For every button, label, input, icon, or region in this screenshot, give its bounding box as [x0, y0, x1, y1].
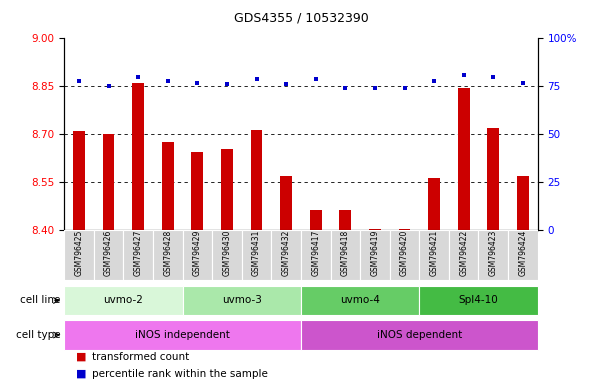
Point	[340, 85, 350, 91]
Bar	[360, 230, 390, 280]
Point	[488, 74, 498, 80]
Text: ■: ■	[76, 352, 87, 362]
Point	[459, 72, 469, 78]
Bar	[251, 130, 263, 230]
Bar	[64, 230, 93, 280]
Bar	[310, 210, 321, 230]
Text: GDS4355 / 10532390: GDS4355 / 10532390	[233, 12, 368, 25]
Text: GSM796421: GSM796421	[430, 230, 439, 276]
Text: GSM796427: GSM796427	[134, 230, 142, 276]
Text: uvmo-4: uvmo-4	[340, 295, 380, 306]
Text: uvmo-3: uvmo-3	[222, 295, 262, 306]
Bar	[64, 320, 301, 350]
Point	[192, 79, 202, 86]
Bar	[331, 230, 360, 280]
Text: ■: ■	[76, 369, 87, 379]
Bar	[339, 210, 351, 230]
Text: GSM796419: GSM796419	[370, 230, 379, 276]
Point	[252, 76, 262, 82]
Text: transformed count: transformed count	[92, 352, 189, 362]
Bar	[369, 229, 381, 230]
Point	[104, 83, 114, 89]
Bar	[242, 230, 271, 280]
Bar	[123, 230, 153, 280]
Bar	[271, 230, 301, 280]
Bar	[390, 230, 419, 280]
Bar	[508, 230, 538, 280]
Bar	[132, 83, 144, 230]
Text: Spl4-10: Spl4-10	[459, 295, 499, 306]
Text: GSM796420: GSM796420	[400, 230, 409, 276]
Bar	[449, 230, 478, 280]
Text: GSM796425: GSM796425	[75, 230, 84, 276]
Bar	[212, 230, 242, 280]
Text: GSM796430: GSM796430	[222, 230, 232, 276]
Bar	[458, 88, 470, 230]
Point	[518, 79, 528, 86]
Text: iNOS independent: iNOS independent	[135, 330, 230, 340]
Text: cell line: cell line	[20, 295, 60, 306]
Point	[74, 78, 84, 84]
Text: GSM796417: GSM796417	[311, 230, 320, 276]
Bar	[301, 320, 538, 350]
Point	[133, 74, 143, 80]
Text: GSM796429: GSM796429	[193, 230, 202, 276]
Point	[163, 78, 173, 84]
Point	[370, 85, 380, 91]
Bar	[183, 286, 301, 315]
Text: GSM796422: GSM796422	[459, 230, 468, 276]
Bar	[398, 229, 411, 230]
Text: GSM796424: GSM796424	[518, 230, 527, 276]
Text: cell type: cell type	[15, 330, 60, 340]
Text: GSM796418: GSM796418	[341, 230, 350, 276]
Point	[222, 81, 232, 88]
Text: GSM796431: GSM796431	[252, 230, 261, 276]
Bar	[301, 286, 419, 315]
Text: GSM796423: GSM796423	[489, 230, 498, 276]
Bar	[280, 176, 292, 230]
Text: iNOS dependent: iNOS dependent	[376, 330, 462, 340]
Bar	[162, 142, 174, 230]
Bar	[183, 230, 212, 280]
Bar	[517, 176, 529, 230]
Point	[429, 78, 439, 84]
Text: GSM796426: GSM796426	[104, 230, 113, 276]
Bar	[419, 286, 538, 315]
Bar	[419, 230, 449, 280]
Bar	[191, 152, 203, 230]
Bar	[221, 149, 233, 230]
Point	[281, 81, 291, 88]
Point	[311, 76, 321, 82]
Text: percentile rank within the sample: percentile rank within the sample	[92, 369, 268, 379]
Bar	[428, 178, 440, 230]
Bar	[301, 230, 331, 280]
Text: uvmo-2: uvmo-2	[103, 295, 144, 306]
Bar	[64, 286, 183, 315]
Bar	[488, 128, 499, 230]
Bar	[73, 131, 85, 230]
Bar	[153, 230, 183, 280]
Text: GSM796428: GSM796428	[163, 230, 172, 276]
Point	[400, 85, 409, 91]
Bar	[103, 134, 114, 230]
Text: GSM796432: GSM796432	[282, 230, 291, 276]
Bar	[478, 230, 508, 280]
Bar	[93, 230, 123, 280]
